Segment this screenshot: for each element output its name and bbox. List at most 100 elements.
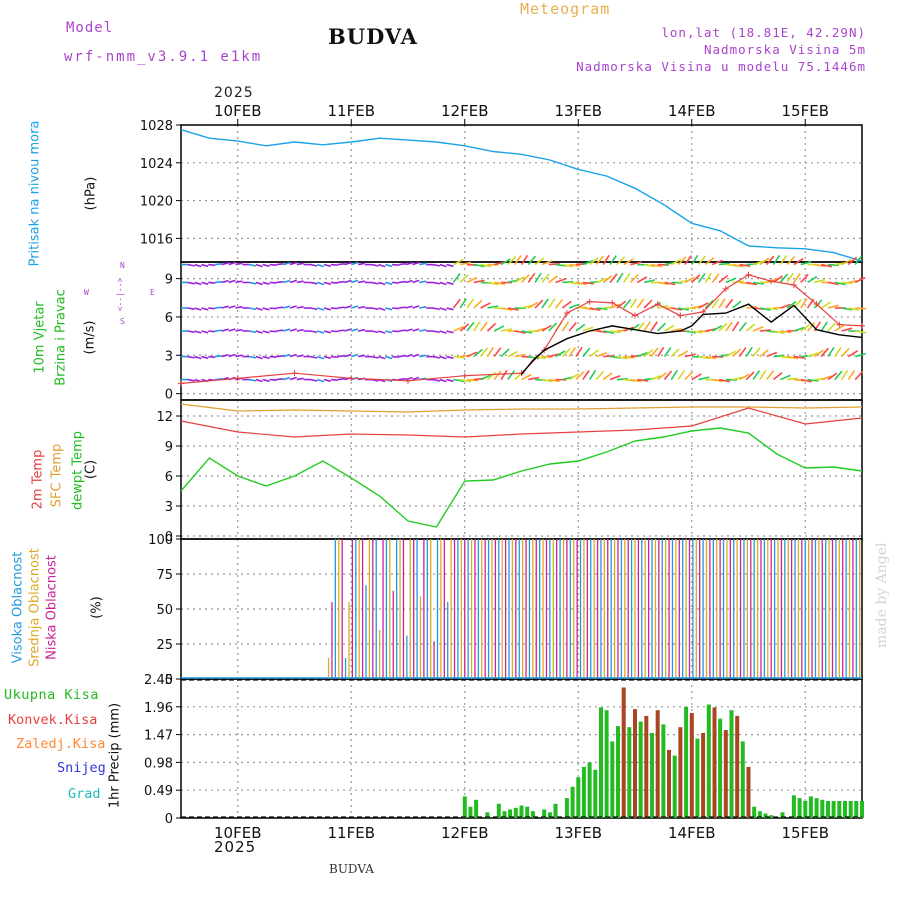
wind-barb-r3-80 [725,298,734,309]
wind-barb-r5-40 [453,258,464,266]
precip-label-frz: Zaledj.Kisa [16,736,106,752]
wind-barb-r1-86 [766,351,778,358]
wind-barb-r1-28 [371,355,379,359]
precip-bar-59 [831,801,836,818]
wind-barb-r4-35 [419,280,427,284]
wind-barb-r5-78 [711,259,723,266]
wind-barb-r3-94 [820,301,831,309]
wind-barb-r0-46 [493,370,502,381]
wind-barb-r2-22 [330,330,338,333]
wind-barb-r1-83 [745,346,753,357]
wind-barb-r5-90 [793,258,804,266]
wind-barb-r4-33 [405,279,413,284]
wind-barb-r5-59 [582,259,594,266]
wind-barb-r5-47 [500,258,511,266]
wind-barb-r2-83 [745,323,756,332]
wind-barb-r1-24 [344,353,352,358]
wind-barb-r1-14 [276,355,284,358]
wind-barb-r0-71 [663,370,673,381]
wind-barb-r5-10 [248,263,257,267]
wind-barb-r3-77 [704,299,714,309]
wind-barb-r2-25 [351,328,359,332]
precip-bar-19 [593,769,598,818]
wind-barb-r0-15 [282,376,291,381]
wind-barb-r5-7 [228,261,236,266]
wind-barb-r0-17 [296,377,304,381]
wind-barb-r3-39 [446,307,454,311]
wind-barb-r1-61 [596,352,607,358]
wind-barb-r0-1 [187,378,195,382]
wind-barb-r2-41 [459,323,470,332]
wind-barb-r0-34 [412,376,420,381]
wind-barb-r5-99 [854,255,863,266]
wind-barb-r3-48 [507,307,519,311]
wind-barb-r2-96 [834,324,845,332]
wind-barb-r1-59 [582,347,591,358]
wind-ytick-label-0: 0 [165,388,173,403]
wind-barb-r1-87 [773,354,785,358]
precip-bar-8 [519,805,524,818]
wind-barb-r4-62 [602,275,613,284]
wind-barb-r0-10 [248,378,257,382]
wind-barb-r0-85 [759,369,767,380]
wind-barb-r1-5 [214,355,223,358]
lonlat-text: lon,lat (18.81E, 42.29N) [661,25,866,40]
wind-barb-r2-29 [378,330,386,334]
wind-gust-line [180,274,863,384]
wind-barb-r1-1 [187,355,195,359]
wind-barb-r4-12 [262,281,270,285]
wind-barb-r5-31 [392,263,400,266]
wind-barb-r3-22 [330,307,338,310]
wind-barb-r4-1 [187,281,195,285]
wind-barb-r5-54 [548,263,560,266]
temp-frame [180,399,863,540]
wind-barb-r3-88 [780,303,791,309]
precip-bar-3 [485,812,490,818]
wind-barb-r0-54 [548,378,560,383]
wind-barb-r1-64 [616,355,628,360]
wind-barb-r3-53 [541,298,549,309]
wind-barb-r1-17 [296,354,304,358]
precip-bar-17 [581,766,586,818]
wind-barb-r2-84 [752,326,764,332]
wind-barb-r2-78 [711,325,723,332]
precip-ytick-label-3: 1.47 [144,729,173,744]
wind-barb-r4-96 [834,281,846,286]
wind-barb-r4-90 [793,272,801,283]
wind-barb-r4-29 [378,281,386,286]
wind-barb-r1-42 [466,351,478,358]
wind-barb-r3-65 [623,298,632,309]
wind-barb-r3-37 [432,307,440,311]
wind-gust-mark-19 [813,301,820,308]
wind-barb-r2-69 [650,321,658,332]
wind-barb-r3-52 [534,299,544,309]
cloud-ytick-label-4: 100 [148,533,173,548]
wind-gust-mark-10 [609,299,616,306]
wind-barb-r1-35 [419,354,427,358]
wind-barb-r4-23 [337,280,345,284]
wind-barb-r0-37 [432,378,440,382]
wind-barb-r1-8 [235,354,243,358]
wind-barb-r0-13 [269,378,277,381]
precip-bar-33 [672,755,677,818]
wind-barb-r3-44 [480,302,491,309]
wind-speed-line [520,303,863,375]
wind-barb-r0-22 [330,378,338,381]
wind-barb-r0-53 [541,378,553,383]
wind-barb-r3-28 [371,307,379,311]
wind-barb-r4-80 [725,277,737,284]
wind-barb-r4-71 [664,281,676,286]
wind-barb-r1-12 [262,355,270,360]
precip-bar-14 [564,798,569,818]
wind-barb-r3-98 [848,307,860,311]
precip-label-conv: Konvek.Kisa [8,712,98,728]
wind-barb-r0-91 [800,378,812,383]
wind-barb-r2-71 [664,324,675,332]
wind-barb-r4-42 [466,276,478,284]
wind-barb-r5-26 [357,262,366,266]
wind-barb-r4-89 [786,272,794,283]
precip-bar-18 [587,762,592,818]
precip-bar-21 [604,710,609,818]
wind-barb-r4-20 [316,281,325,286]
precip-bar-25 [627,727,632,818]
